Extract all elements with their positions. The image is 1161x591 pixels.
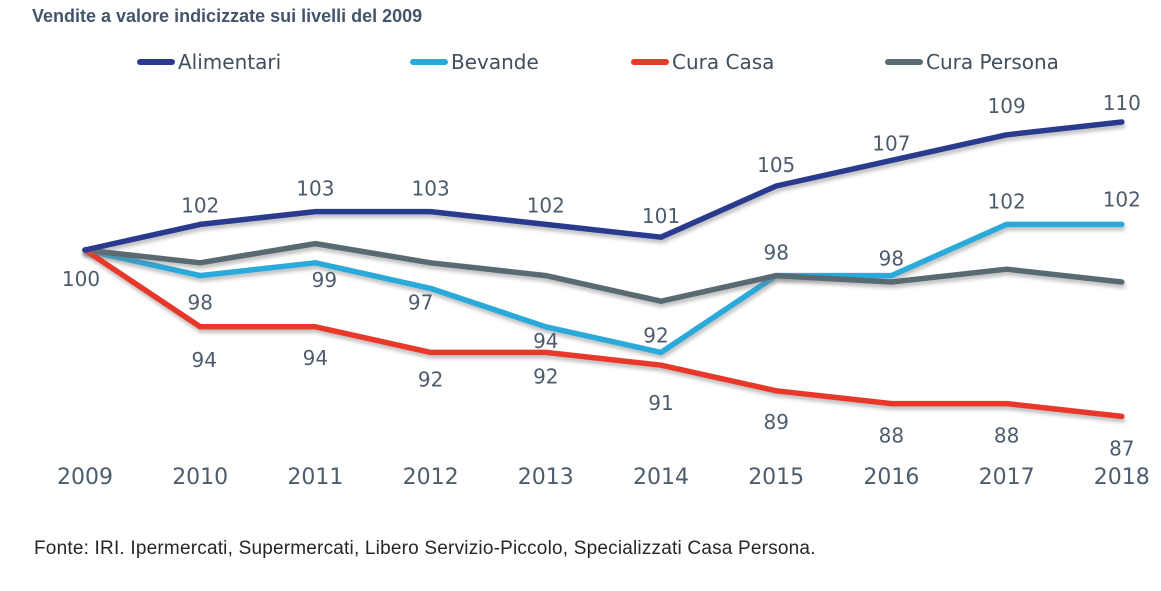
data-label-alimentari-2013: 102	[527, 193, 565, 217]
data-label-alimentari-2010: 102	[181, 193, 219, 217]
legend-label: Cura Casa	[672, 50, 775, 74]
series-lines	[82, 119, 1125, 420]
series-line-bevande	[82, 221, 1125, 356]
data-label-cura-casa-2011: 94	[303, 346, 328, 370]
data-label-bevande-2010: 98	[187, 291, 212, 315]
legend-item-bevande: Bevande	[410, 50, 539, 74]
data-label-bevande-2014: 92	[643, 323, 668, 347]
data-label-cura-casa-2018: 87	[1109, 436, 1134, 460]
legend-dash-cura-persona	[885, 59, 923, 65]
data-label-alimentari-2014: 101	[642, 204, 680, 228]
x-axis-label-2018: 2018	[1094, 465, 1150, 490]
data-label-bevande-2011: 99	[312, 268, 337, 292]
data-label-bevande-2018: 102	[1103, 187, 1141, 211]
data-label-bevande-2013: 94	[533, 329, 558, 353]
data-label-alimentari-2009: 100	[62, 267, 100, 291]
data-label-bevande-2017: 102	[988, 189, 1026, 213]
chart-legend: Alimentari Bevande Cura Casa Cura Persona	[0, 50, 1161, 76]
data-label-cura-casa-2015: 89	[763, 410, 788, 434]
data-label-cura-casa-2010: 94	[191, 348, 216, 372]
chart-title: Vendite a valore indicizzate sui livelli…	[32, 6, 423, 26]
data-label-cura-casa-2014: 91	[648, 391, 673, 415]
legend-label: Bevande	[451, 50, 539, 74]
x-axis-label-2010: 2010	[172, 465, 228, 490]
legend-item-cura-persona: Cura Persona	[885, 50, 1059, 74]
data-label-cura-casa-2012: 92	[418, 367, 443, 391]
series-line-alimentari	[82, 119, 1125, 253]
x-axis-label-2014: 2014	[633, 465, 689, 490]
legend-label: Alimentari	[178, 50, 282, 74]
x-axis-label-2009: 2009	[57, 465, 113, 490]
source-note: Fonte: IRI. Ipermercati, Supermercati, L…	[34, 538, 816, 559]
data-labels: 100 102 103 103 102 101 105 107 109 110 98 99 97 94 92…	[62, 91, 1141, 460]
data-label-alimentari-2018: 110	[1103, 91, 1141, 115]
data-label-cura-casa-2017: 88	[994, 424, 1019, 448]
data-label-cura-casa-2016: 88	[879, 424, 904, 448]
data-label-alimentari-2016: 107	[872, 131, 910, 155]
data-label-bevande-2012: 97	[408, 290, 433, 314]
data-label-bevande-2015: 98	[763, 241, 788, 265]
x-axis-labels: 2009 2010 2011 2012 2013 2014 2015 2016 2017 2018	[57, 465, 1150, 490]
data-label-alimentari-2017: 109	[988, 94, 1026, 118]
data-label-cura-casa-2013: 92	[533, 364, 558, 388]
x-axis-label-2017: 2017	[979, 465, 1035, 490]
legend-dash-bevande	[410, 59, 448, 65]
series-line-cura-persona	[82, 240, 1125, 304]
data-label-alimentari-2011: 103	[296, 177, 334, 201]
data-label-bevande-2016: 98	[879, 247, 904, 271]
x-axis-label-2011: 2011	[287, 465, 343, 490]
legend-item-alimentari: Alimentari	[137, 50, 281, 74]
x-axis-label-2015: 2015	[748, 465, 804, 490]
legend-item-cura-casa: Cura Casa	[631, 50, 774, 74]
series-line-cura-casa	[82, 247, 1125, 420]
x-axis-label-2016: 2016	[863, 465, 919, 490]
legend-dash-cura-casa	[631, 59, 669, 65]
legend-dash-alimentari	[137, 59, 175, 65]
x-axis-label-2012: 2012	[403, 465, 459, 490]
data-label-alimentari-2015: 105	[757, 153, 795, 177]
data-label-alimentari-2012: 103	[412, 177, 450, 201]
legend-label: Cura Persona	[926, 50, 1059, 74]
x-axis-label-2013: 2013	[518, 465, 574, 490]
